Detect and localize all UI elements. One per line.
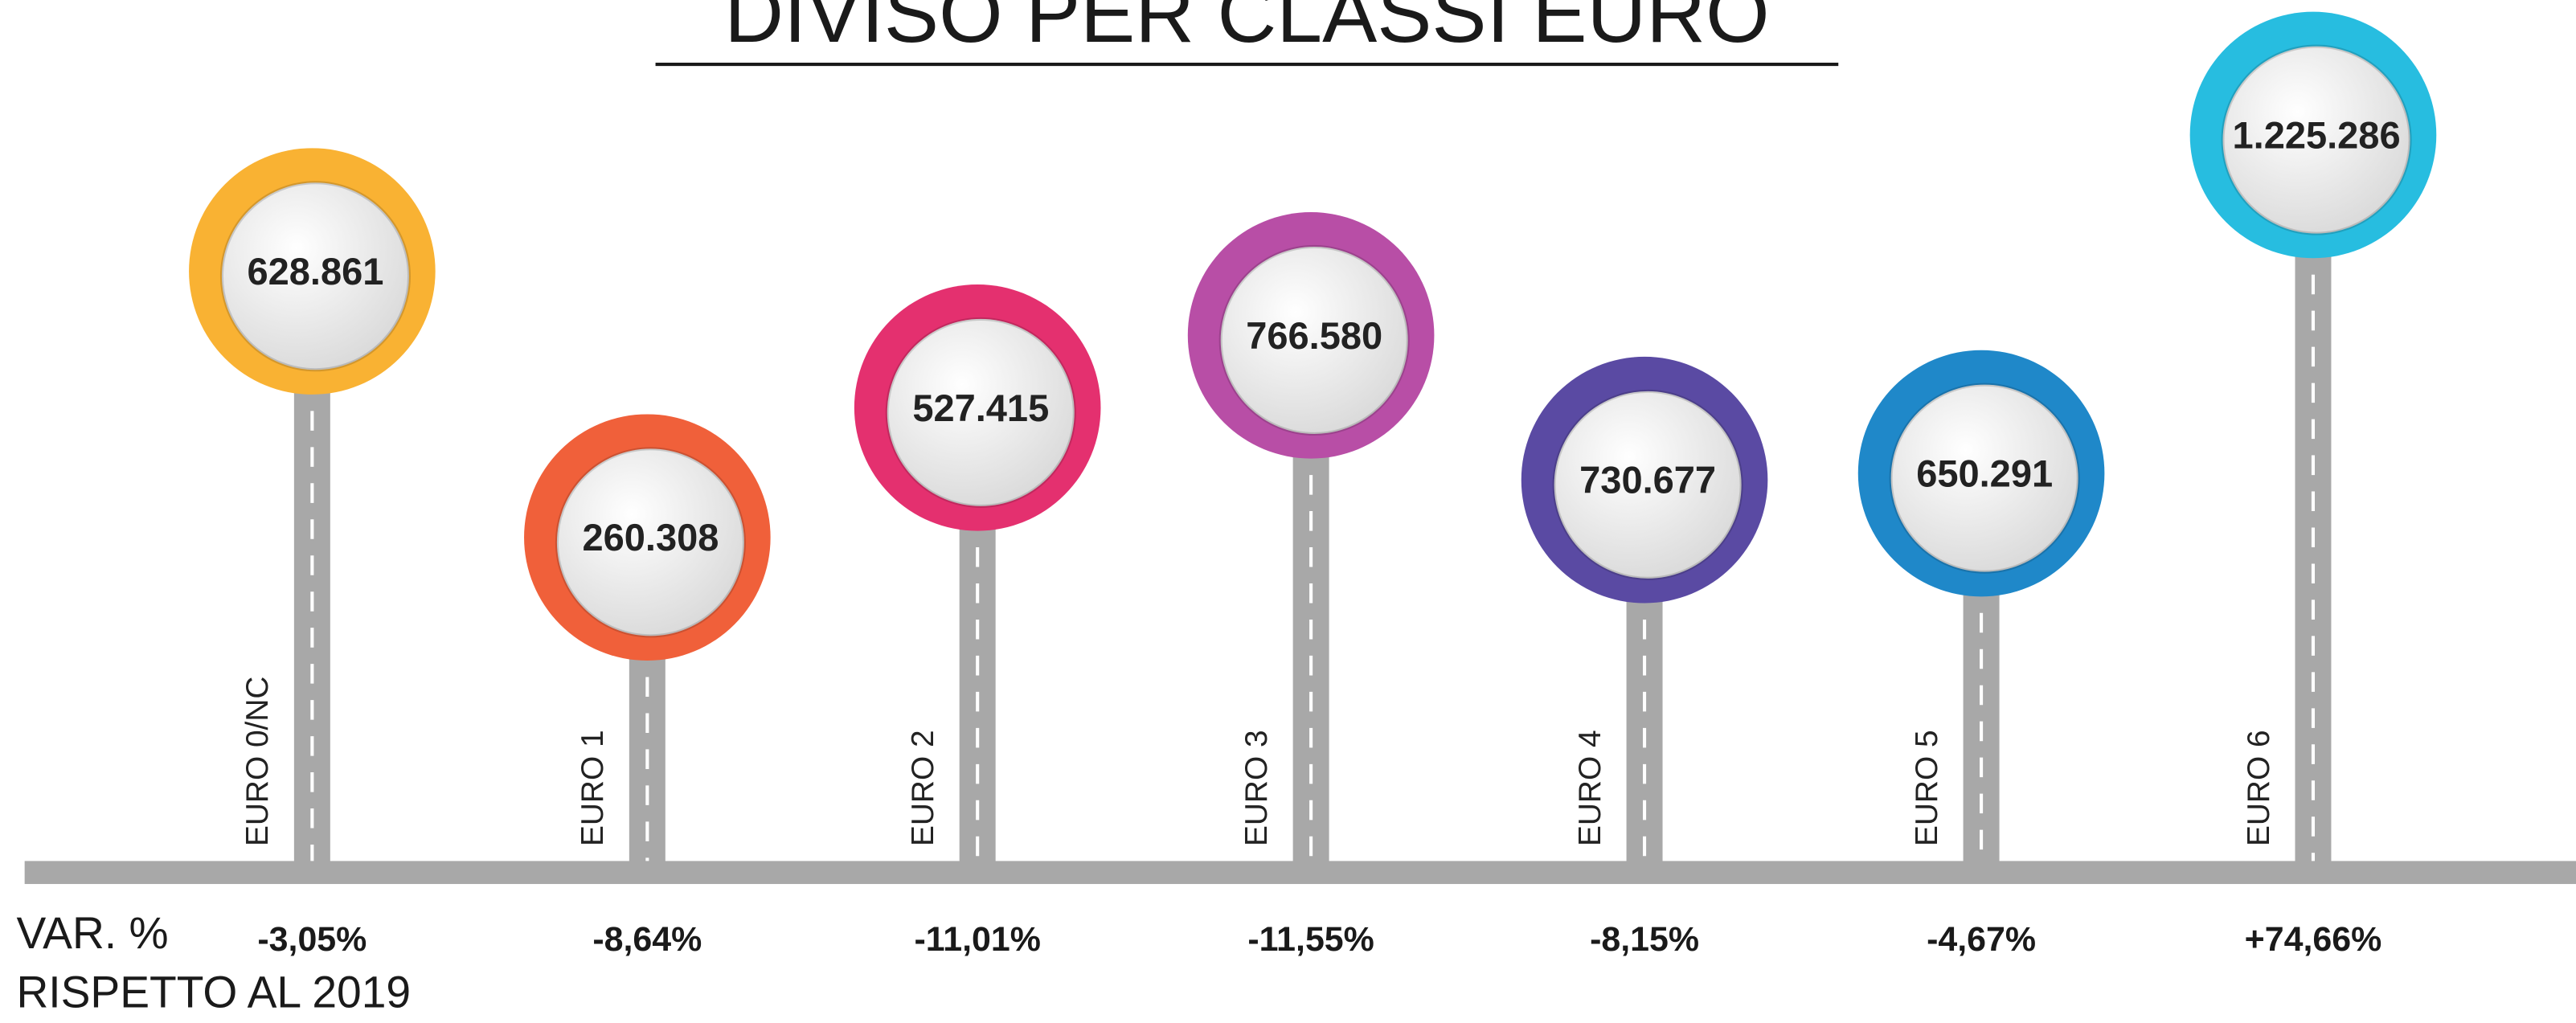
value-label: 766.580 bbox=[1246, 314, 1382, 357]
chart-title: DIVISO PER CLASSI EURO bbox=[724, 0, 1769, 59]
value-label: 527.415 bbox=[912, 387, 1049, 429]
change-label: -11,01% bbox=[914, 920, 1040, 959]
page: DIVISO PER CLASSI EURO VAR. % RISPETTO A… bbox=[0, 0, 2576, 1019]
category-label: EURO 5 bbox=[1910, 730, 1944, 846]
road bbox=[25, 861, 2576, 884]
category-label: EURO 0/NC bbox=[240, 677, 275, 846]
category-label: EURO 6 bbox=[2242, 730, 2276, 846]
chart: DIVISO PER CLASSI EURO VAR. % RISPETTO A… bbox=[0, 0, 2576, 1019]
change-label: -4,67% bbox=[1927, 920, 2036, 959]
category-label: EURO 3 bbox=[1239, 730, 1274, 846]
value-label: 1.225.286 bbox=[2233, 113, 2401, 156]
category-label: EURO 2 bbox=[906, 730, 940, 846]
change-title: VAR. % bbox=[16, 908, 168, 958]
value-label: 260.308 bbox=[582, 516, 719, 559]
value-label: 650.291 bbox=[1916, 452, 2053, 495]
change-label: -3,05% bbox=[257, 920, 367, 959]
value-label: 730.677 bbox=[1579, 459, 1716, 501]
category-label: EURO 4 bbox=[1573, 730, 1607, 846]
change-label: -8,64% bbox=[592, 920, 702, 959]
value-label: 628.861 bbox=[247, 250, 383, 293]
change-subtitle: RISPETTO AL 2019 bbox=[16, 968, 411, 1017]
change-label: -8,15% bbox=[1590, 920, 1699, 959]
change-label: -11,55% bbox=[1247, 920, 1374, 959]
change-label: +74,66% bbox=[2245, 920, 2382, 959]
category-label: EURO 1 bbox=[575, 730, 610, 846]
